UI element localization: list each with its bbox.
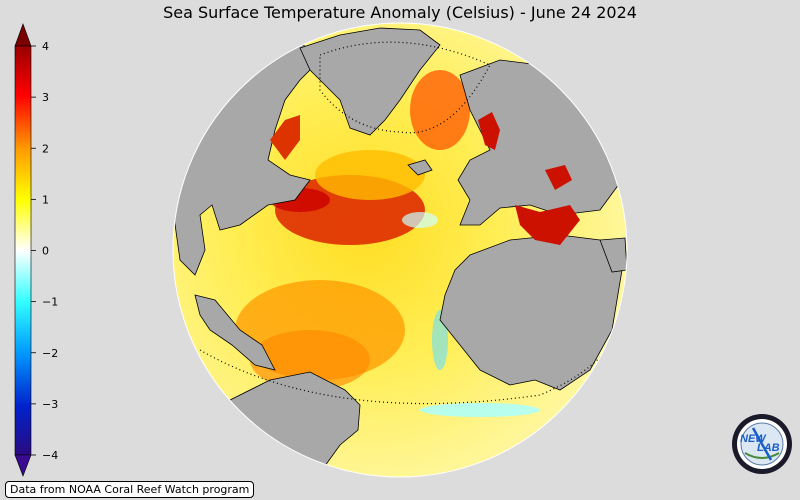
- equator-line: [199, 329, 621, 405]
- land-iceland: [407, 159, 433, 176]
- colorbar-tick-label: −1: [42, 296, 58, 309]
- colorbar-tick-label: 3: [42, 91, 49, 104]
- anomaly-patch-tropical: [250, 330, 370, 390]
- colorbar: 4 3 2 1 0 −1 −2 −3 −4: [14, 23, 58, 477]
- colorbar-tick-label: 0: [42, 245, 49, 258]
- anomaly-patch-central: [315, 150, 425, 200]
- land-greenland: [299, 27, 441, 136]
- cool-patch-mid-atlantic: [402, 212, 438, 228]
- arctic-circle-line: [319, 41, 491, 134]
- newlab-logo: NEW LAB: [732, 414, 792, 474]
- logo-text-top: NEW: [740, 433, 767, 445]
- map-title: Sea Surface Temperature Anomaly (Celsius…: [163, 3, 637, 22]
- land-africa: [439, 234, 623, 391]
- colorbar-tick-label: −4: [42, 449, 58, 462]
- colorbar-tick-label: 1: [42, 193, 49, 206]
- anomaly-patch-black-sea: [545, 165, 572, 190]
- anomaly-patch-norwegian-sea: [410, 70, 470, 150]
- land-central-america: [194, 294, 276, 371]
- anomaly-patch-baltic: [478, 112, 500, 150]
- land-arabia: [599, 237, 627, 273]
- colorbar-tick-label: −2: [42, 347, 58, 360]
- colorbar-tick-label: 4: [42, 40, 49, 53]
- data-source-note: Data from NOAA Coral Reef Watch program: [5, 481, 255, 498]
- colorbar-tick-label: −3: [42, 398, 58, 411]
- cool-patch-equatorial: [420, 403, 540, 417]
- anomaly-patch-mediterranean: [515, 205, 580, 245]
- colorbar-tick-label: 2: [42, 142, 49, 155]
- globe-outline: [172, 22, 628, 478]
- logo-text-bottom: LAB: [757, 442, 780, 454]
- colorbar-extend-bottom: [14, 454, 32, 477]
- anomaly-patch-hudson-bay: [270, 115, 300, 160]
